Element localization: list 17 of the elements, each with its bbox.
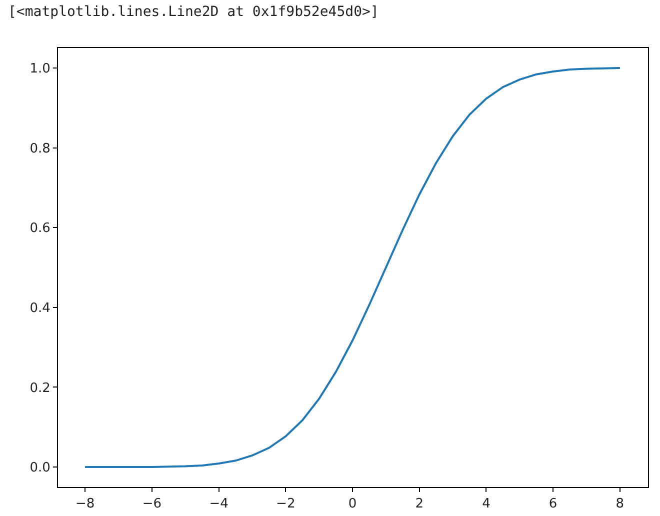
y-tick-label: 1.0: [30, 62, 50, 76]
x-tick-label: 8: [616, 496, 624, 512]
x-tick-label: −4: [209, 496, 228, 512]
text: [<matplotlib.lines.Line2D at 0x1f9b52e45d0>]: [8, 4, 379, 20]
y-tick-label: 0.8: [30, 141, 50, 156]
line-series: [84, 66, 621, 468]
y-tick-label: 0.2: [30, 380, 50, 396]
y-tick-label: 0.0: [30, 460, 50, 476]
x-tick-label: −6: [142, 496, 162, 512]
x-tick-label: 6: [548, 496, 558, 512]
x-tick-label: 0: [348, 496, 357, 512]
y-tick-label: 0.4: [30, 300, 50, 316]
x-tick-label: −8: [75, 496, 95, 512]
x-tick-label: 2: [415, 496, 424, 512]
x-tick-label: −2: [276, 496, 296, 512]
y-tick-label: 0.6: [30, 221, 50, 236]
x-tick-label: 4: [482, 496, 490, 512]
